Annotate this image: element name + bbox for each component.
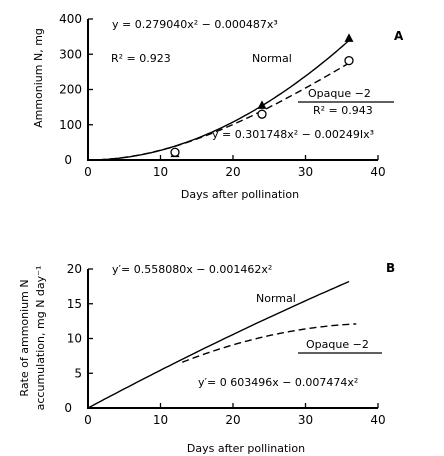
panel-a-normal-label: Normal bbox=[252, 52, 292, 65]
y-tick-label: 300 bbox=[59, 47, 82, 61]
panel-a-letter: A bbox=[394, 29, 404, 43]
y-tick-label: 400 bbox=[59, 12, 82, 26]
x-tick-label: 0 bbox=[84, 165, 92, 179]
y-tick-label: 20 bbox=[67, 262, 82, 276]
x-tick-label: 20 bbox=[225, 165, 240, 179]
panel-b-opaque-2-rate-line bbox=[182, 323, 357, 363]
panel-b-y-tick-labels: 0 5 10 15 20 bbox=[64, 262, 82, 415]
opaque-2-data-point bbox=[344, 55, 354, 66]
panel-a-opaque-2-equation: y = 0.301748x² − 0.00249Ix³ bbox=[212, 128, 374, 141]
panel-b-x-axis-title: Days after pollination bbox=[187, 442, 305, 455]
panel-a-opaque-2-fit-curve bbox=[88, 62, 350, 161]
x-tick-label: 40 bbox=[370, 413, 385, 427]
x-tick-label: 10 bbox=[153, 413, 168, 427]
panel-a-normal-equation: y = 0.279040x² − 0.000487x³ bbox=[112, 18, 278, 31]
panel-a-normal-fit-curve bbox=[88, 39, 350, 161]
panel-a-opaque-2-r2: R² = 0.943 bbox=[313, 104, 373, 117]
y-tick-label: 0 bbox=[64, 153, 72, 167]
y-tick-label: 200 bbox=[59, 83, 82, 97]
panel-b-letter: B bbox=[386, 261, 395, 275]
opaque-2-data-point bbox=[257, 109, 267, 119]
x-tick-label: 40 bbox=[370, 165, 385, 179]
panel-b-normal-equation: y′= 0.558080x − 0.001462x² bbox=[112, 263, 272, 276]
panel-a-x-tick-labels: 0 10 20 30 40 bbox=[84, 165, 385, 179]
panel-b: Rate of ammonium N accumulation, mg N da… bbox=[18, 261, 395, 455]
y-tick-label: 0 bbox=[64, 401, 72, 415]
x-tick-label: 30 bbox=[298, 413, 313, 427]
y-tick-label: 15 bbox=[67, 297, 82, 311]
panel-b-x-tick-labels: 0 10 20 30 40 bbox=[84, 413, 385, 427]
panel-b-y-axis-title-line1: Rate of ammonium N bbox=[18, 279, 31, 396]
panel-a-normal-r2: R² = 0.923 bbox=[111, 52, 171, 65]
x-tick-label: 20 bbox=[225, 413, 240, 427]
panel-a-y-tick-labels: 0 100 200 300 400 bbox=[59, 12, 82, 167]
x-tick-label: 30 bbox=[298, 165, 313, 179]
panel-b-normal-label: Normal bbox=[256, 292, 296, 305]
panel-b-opaque-2-label: Opaque −2 bbox=[306, 338, 369, 351]
panel-a-data-points bbox=[170, 33, 354, 158]
panel-b-opaque-2-equation: y′= 0 603496x − 0.007474x² bbox=[198, 376, 358, 389]
normal-data-point bbox=[257, 100, 267, 109]
panel-a-opaque-2-label: Opaque −2 bbox=[308, 87, 371, 100]
x-tick-label: 0 bbox=[84, 413, 92, 427]
panel-b-y-axis-title-line2: accumulation, mg N day⁻¹ bbox=[34, 266, 47, 411]
panel-a-x-axis-title: Days after pollination bbox=[181, 188, 299, 201]
x-tick-label: 10 bbox=[153, 165, 168, 179]
panel-a: Ammonium N, mg 0 100 200 300 400 0 10 20 30 40 y… bbox=[32, 12, 404, 201]
opaque-2-data-point bbox=[170, 147, 180, 157]
y-tick-label: 100 bbox=[59, 118, 82, 132]
y-tick-label: 10 bbox=[67, 332, 82, 346]
panel-a-y-axis-title: Ammonium N, mg bbox=[32, 28, 45, 128]
y-tick-label: 5 bbox=[74, 366, 82, 380]
panel-b-normal-rate-line bbox=[87, 280, 350, 409]
normal-data-point bbox=[344, 33, 354, 42]
